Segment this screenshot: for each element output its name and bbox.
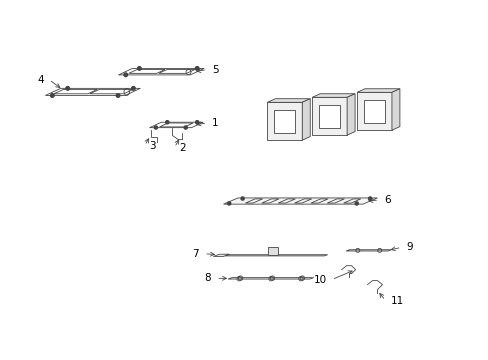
Circle shape bbox=[241, 197, 244, 200]
Circle shape bbox=[131, 86, 135, 90]
Polygon shape bbox=[267, 102, 302, 140]
Polygon shape bbox=[213, 254, 229, 256]
Polygon shape bbox=[223, 198, 377, 204]
Circle shape bbox=[195, 121, 198, 124]
Polygon shape bbox=[363, 100, 384, 123]
Circle shape bbox=[368, 197, 371, 200]
Text: 3: 3 bbox=[149, 141, 156, 150]
Polygon shape bbox=[356, 92, 391, 130]
Text: 8: 8 bbox=[204, 273, 211, 283]
Polygon shape bbox=[391, 89, 399, 130]
Polygon shape bbox=[302, 99, 309, 140]
Polygon shape bbox=[319, 105, 340, 127]
Text: 11: 11 bbox=[389, 296, 403, 306]
Circle shape bbox=[116, 94, 120, 97]
Circle shape bbox=[66, 86, 69, 90]
Text: 7: 7 bbox=[192, 249, 199, 259]
Circle shape bbox=[154, 126, 157, 129]
Circle shape bbox=[227, 202, 230, 205]
Text: 4: 4 bbox=[37, 75, 44, 85]
Text: 1: 1 bbox=[212, 118, 219, 128]
Text: 2: 2 bbox=[179, 143, 186, 153]
Circle shape bbox=[137, 67, 141, 70]
Polygon shape bbox=[224, 255, 327, 256]
Polygon shape bbox=[356, 89, 399, 92]
Circle shape bbox=[354, 202, 358, 205]
Circle shape bbox=[184, 126, 187, 129]
Circle shape bbox=[165, 121, 168, 124]
Polygon shape bbox=[312, 94, 354, 97]
Polygon shape bbox=[267, 99, 309, 102]
Text: 5: 5 bbox=[212, 65, 218, 75]
Polygon shape bbox=[267, 247, 277, 255]
Polygon shape bbox=[346, 250, 390, 251]
Text: 9: 9 bbox=[406, 242, 412, 252]
Text: 10: 10 bbox=[313, 275, 326, 285]
Polygon shape bbox=[346, 94, 354, 135]
Text: 6: 6 bbox=[384, 195, 390, 205]
Polygon shape bbox=[312, 97, 346, 135]
Circle shape bbox=[195, 67, 199, 70]
Circle shape bbox=[123, 73, 127, 77]
Polygon shape bbox=[227, 278, 313, 279]
Circle shape bbox=[50, 94, 54, 97]
Polygon shape bbox=[274, 110, 295, 132]
